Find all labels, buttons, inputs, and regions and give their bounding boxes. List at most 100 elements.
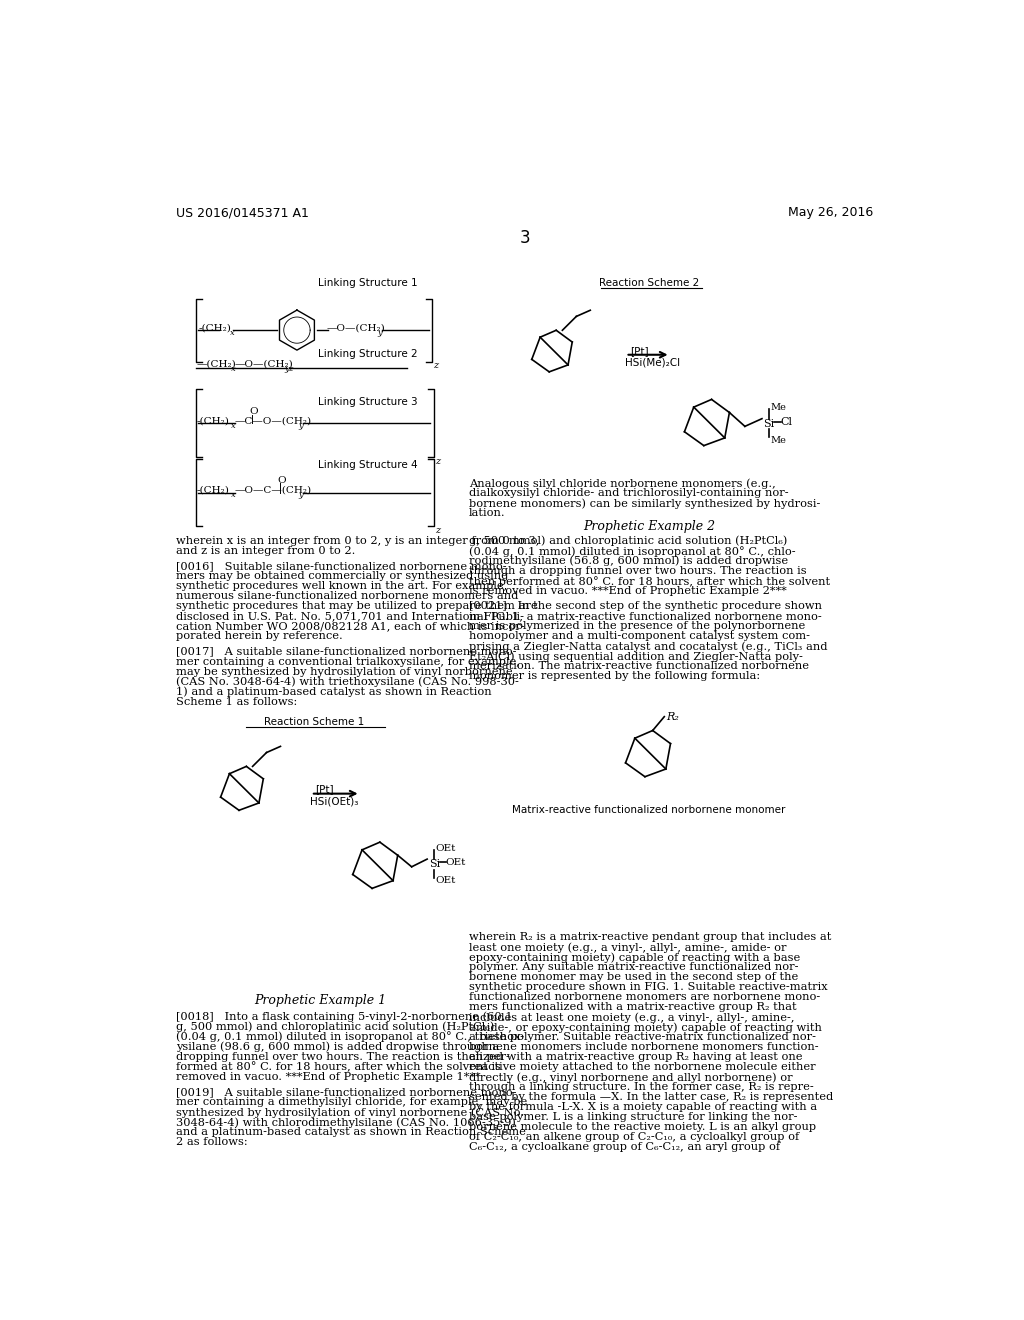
Text: [Pt]: [Pt] [315, 784, 334, 795]
Text: base polymer. L is a linking structure for linking the nor-: base polymer. L is a linking structure f… [469, 1113, 798, 1122]
Text: least one moiety (e.g., a vinyl-, allyl-, amine-, amide- or: least one moiety (e.g., a vinyl-, allyl-… [469, 942, 786, 953]
Text: 2 as follows:: 2 as follows: [176, 1137, 248, 1147]
Text: Et₂AlCl) using sequential addition and Ziegler-Natta poly-: Et₂AlCl) using sequential addition and Z… [469, 651, 803, 661]
Text: (0.04 g, 0.1 mmol) diluted in isopropanol at 80° C., triethox-: (0.04 g, 0.1 mmol) diluted in isopropano… [176, 1032, 524, 1043]
Text: O: O [278, 477, 286, 486]
Text: Prophetic Example 2: Prophetic Example 2 [583, 520, 715, 533]
Text: bornene monomer may be used in the second step of the: bornene monomer may be used in the secon… [469, 973, 799, 982]
Text: -(CH₂): -(CH₂) [197, 416, 229, 425]
Text: [0018]   Into a flask containing 5-vinyl-2-norbornene (60.1: [0018] Into a flask containing 5-vinyl-2… [176, 1011, 513, 1022]
Text: OEt: OEt [435, 843, 456, 853]
Text: x: x [230, 329, 236, 337]
Text: and z is an integer from 0 to 2.: and z is an integer from 0 to 2. [176, 545, 355, 556]
Text: [0019]   A suitable silane-functionalized norbornene mono-: [0019] A suitable silane-functionalized … [176, 1088, 516, 1097]
Text: —O—(CH₂): —O—(CH₂) [234, 359, 294, 368]
Text: x: x [231, 364, 236, 372]
Text: wherein x is an integer from 0 to 2, y is an integer from 0 to 3,: wherein x is an integer from 0 to 2, y i… [176, 536, 540, 545]
Text: Prophetic Example 1: Prophetic Example 1 [254, 994, 386, 1007]
Text: rodimethylsilane (56.8 g, 600 mmol) is added dropwise: rodimethylsilane (56.8 g, 600 mmol) is a… [469, 556, 788, 566]
Text: O: O [250, 407, 258, 416]
Text: Scheme 1 as follows:: Scheme 1 as follows: [176, 697, 297, 706]
Text: alized with a matrix-reactive group R₂ having at least one: alized with a matrix-reactive group R₂ h… [469, 1052, 803, 1063]
Text: 3048-64-4) with chlorodimethylsilane (CAS No. 1066-35-9): 3048-64-4) with chlorodimethylsilane (CA… [176, 1117, 516, 1127]
Text: dropping funnel over two hours. The reaction is then per-: dropping funnel over two hours. The reac… [176, 1052, 510, 1061]
Text: 1) and a platinum-based catalyst as shown in Reaction: 1) and a platinum-based catalyst as show… [176, 686, 492, 697]
Text: —O—(CH₂): —O—(CH₂) [327, 323, 385, 333]
Text: -(CH₂): -(CH₂) [199, 323, 231, 333]
Text: monomer is represented by the following formula:: monomer is represented by the following … [469, 671, 760, 681]
Text: numerous silane-functionalized norbornene monomers and: numerous silane-functionalized norbornen… [176, 591, 518, 601]
Text: May 26, 2016: May 26, 2016 [788, 206, 873, 219]
Text: Linking Structure 3: Linking Structure 3 [318, 397, 418, 407]
Text: then performed at 80° C. for 18 hours, after which the solvent: then performed at 80° C. for 18 hours, a… [469, 576, 830, 586]
Text: y: y [285, 364, 290, 372]
Text: cation Number WO 2008/082128 A1, each of which is incor-: cation Number WO 2008/082128 A1, each of… [176, 622, 524, 631]
Text: x: x [231, 422, 236, 430]
Text: Cl: Cl [780, 417, 793, 428]
Text: y: y [299, 422, 303, 430]
Text: Reaction Scheme 1: Reaction Scheme 1 [264, 717, 365, 726]
Text: by the formula -L-X. X is a moiety capable of reacting with a: by the formula -L-X. X is a moiety capab… [469, 1102, 817, 1113]
Text: bornene monomers include norbornene monomers function-: bornene monomers include norbornene mono… [469, 1043, 818, 1052]
Text: is removed in vacuo. ***End of Prophetic Example 2***: is removed in vacuo. ***End of Prophetic… [469, 586, 786, 595]
Text: z: z [289, 364, 293, 372]
Text: polymer. Any suitable matrix-reactive functionalized nor-: polymer. Any suitable matrix-reactive fu… [469, 962, 799, 973]
Text: includes at least one moiety (e.g., a vinyl-, allyl-, amine-,: includes at least one moiety (e.g., a vi… [469, 1012, 795, 1023]
Text: —(CH₂): —(CH₂) [197, 359, 236, 368]
Text: lation.: lation. [469, 508, 506, 517]
Text: prising a Ziegler-Natta catalyst and cocatalyst (e.g., TiCl₃ and: prising a Ziegler-Natta catalyst and coc… [469, 642, 827, 652]
Text: disclosed in U.S. Pat. No. 5,071,701 and International Publi-: disclosed in U.S. Pat. No. 5,071,701 and… [176, 611, 524, 622]
Text: [Pt]: [Pt] [630, 346, 649, 356]
Text: z: z [435, 527, 440, 536]
Text: synthetic procedures well known in the art. For example,: synthetic procedures well known in the a… [176, 581, 507, 591]
Text: amide-, or epoxy-containing moiety) capable of reacting with: amide-, or epoxy-containing moiety) capa… [469, 1022, 822, 1034]
Text: [0016]   Suitable silane-functionalized norbornene mono-: [0016] Suitable silane-functionalized no… [176, 561, 507, 572]
Text: homopolymer and a multi-component catalyst system com-: homopolymer and a multi-component cataly… [469, 631, 810, 642]
Text: synthetic procedures that may be utilized to prepare them are: synthetic procedures that may be utilize… [176, 601, 538, 611]
Text: Me: Me [770, 436, 786, 445]
Text: a base polymer. Suitable reactive-matrix functionalized nor-: a base polymer. Suitable reactive-matrix… [469, 1032, 816, 1043]
Text: [0021]   In the second step of the synthetic procedure shown: [0021] In the second step of the synthet… [469, 601, 822, 611]
Text: OEt: OEt [435, 876, 456, 884]
Text: Linking Structure 1: Linking Structure 1 [318, 277, 418, 288]
Text: Reaction Scheme 2: Reaction Scheme 2 [599, 277, 699, 288]
Text: reactive moiety attached to the norbornene molecule either: reactive moiety attached to the norborne… [469, 1063, 816, 1072]
Text: Linking Structure 4: Linking Structure 4 [318, 461, 418, 470]
Text: —O—C—(CH₂): —O—C—(CH₂) [234, 486, 312, 495]
Text: z: z [435, 457, 440, 466]
Text: merization. The matrix-reactive functionalized norbornene: merization. The matrix-reactive function… [469, 661, 809, 671]
Text: 3: 3 [519, 230, 530, 247]
Text: bornene monomers) can be similarly synthesized by hydrosi-: bornene monomers) can be similarly synth… [469, 498, 820, 508]
Text: (0.04 g, 0.1 mmol) diluted in isopropanol at 80° C., chlo-: (0.04 g, 0.1 mmol) diluted in isopropano… [469, 545, 796, 557]
Text: Analogous silyl chloride norbornene monomers (e.g.,: Analogous silyl chloride norbornene mono… [469, 478, 776, 488]
Text: porated herein by reference.: porated herein by reference. [176, 631, 343, 642]
Text: and a platinum-based catalyst as shown in Reaction Scheme: and a platinum-based catalyst as shown i… [176, 1127, 526, 1137]
Text: z: z [433, 360, 438, 370]
Text: y: y [378, 329, 382, 337]
Text: US 2016/0145371 A1: US 2016/0145371 A1 [176, 206, 309, 219]
Text: in FIG. 1, a matrix-reactive functionalized norbornene mono-: in FIG. 1, a matrix-reactive functionali… [469, 611, 821, 622]
Text: mers functionalized with a matrix-reactive group R₂ that: mers functionalized with a matrix-reacti… [469, 1002, 797, 1012]
Text: g, 500 mmol) and chloroplatinic acid solution (H₂PtCl₆): g, 500 mmol) and chloroplatinic acid sol… [176, 1022, 495, 1032]
Text: removed in vacuo. ***End of Prophetic Example 1***: removed in vacuo. ***End of Prophetic Ex… [176, 1072, 480, 1081]
Text: OEt: OEt [445, 858, 466, 866]
Text: x: x [231, 491, 236, 499]
Text: mer containing a dimethylsilyl chloride, for example, may be: mer containing a dimethylsilyl chloride,… [176, 1097, 527, 1107]
Text: mers may be obtained commercially or synthesized using: mers may be obtained commercially or syn… [176, 572, 509, 581]
Text: formed at 80° C. for 18 hours, after which the solvent is: formed at 80° C. for 18 hours, after whi… [176, 1061, 501, 1072]
Text: [0017]   A suitable silane-functionalized norbornene mono-: [0017] A suitable silane-functionalized … [176, 647, 516, 656]
Text: Si: Si [764, 418, 775, 429]
Text: directly (e.g., vinyl norbornene and allyl norbornene) or: directly (e.g., vinyl norbornene and all… [469, 1072, 793, 1082]
Text: HSi(OEt)₃: HSi(OEt)₃ [310, 797, 358, 807]
Text: dialkoxysilyl chloride- and trichlorosilyl-containing nor-: dialkoxysilyl chloride- and trichlorosil… [469, 488, 788, 498]
Text: bornene molecule to the reactive moiety. L is an alkyl group: bornene molecule to the reactive moiety.… [469, 1122, 816, 1133]
Text: Si: Si [429, 859, 440, 869]
Text: Linking Structure 2: Linking Structure 2 [318, 350, 418, 359]
Text: g, 500 mmol) and chloroplatinic acid solution (H₂PtCl₆): g, 500 mmol) and chloroplatinic acid sol… [469, 536, 787, 546]
Text: —C—O—(CH₂): —C—O—(CH₂) [234, 416, 312, 425]
Text: synthesized by hydrosilylation of vinyl norbornene (CAS No.: synthesized by hydrosilylation of vinyl … [176, 1107, 524, 1118]
Text: wherein R₂ is a matrix-reactive pendant group that includes at: wherein R₂ is a matrix-reactive pendant … [469, 932, 831, 942]
Text: Me: Me [770, 404, 786, 412]
Text: of C₂-C₁₀, an alkene group of C₂-C₁₀, a cycloalkyl group of: of C₂-C₁₀, an alkene group of C₂-C₁₀, a … [469, 1133, 800, 1142]
Text: epoxy-containing moiety) capable of reacting with a base: epoxy-containing moiety) capable of reac… [469, 952, 800, 962]
